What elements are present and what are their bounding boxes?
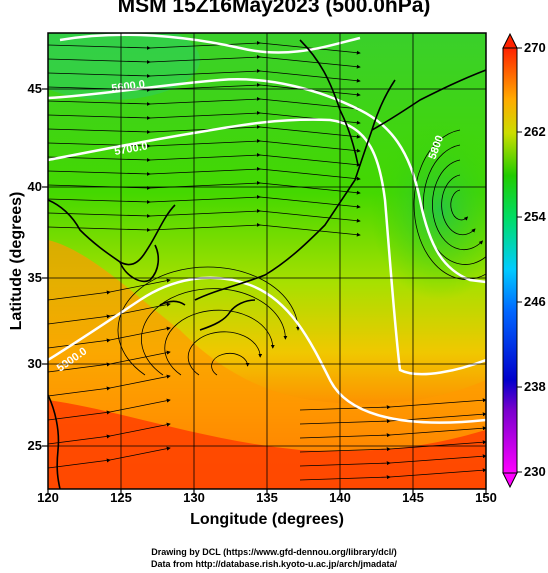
x-axis-label: Longitude (degrees) — [190, 511, 344, 528]
streamline — [48, 110, 361, 125]
streamline — [48, 398, 171, 421]
credit-drawing: Drawing by DCL (https://www.gfd-dennou.o… — [151, 547, 397, 557]
streamline — [299, 412, 486, 425]
streamline — [48, 302, 171, 325]
streamline — [48, 138, 361, 153]
cool-cell-2 — [48, 33, 200, 100]
credit-data: Data from http://database.rish.kyoto-u.a… — [150, 559, 398, 569]
y-axis-label: Latitude (degrees) — [8, 191, 25, 331]
y-tick-45: 45 — [27, 81, 42, 96]
contour-label-1: 5600.0 — [111, 78, 146, 95]
x-tick-145: 145 — [402, 490, 424, 505]
x-tick-150: 150 — [475, 490, 497, 505]
x-tick-135: 135 — [256, 490, 278, 505]
streamline — [48, 40, 361, 55]
chart-title: MSM 15Z16May2023 (500.0hPa) — [117, 0, 431, 17]
streamline — [299, 398, 486, 411]
streamline — [299, 454, 486, 467]
streamline — [48, 446, 171, 469]
x-tick-120: 120 — [37, 490, 59, 505]
contour-label-2: 5700.0 — [113, 140, 148, 158]
y-tick-40: 40 — [27, 179, 42, 194]
streamline — [48, 96, 361, 111]
colorbar-tick-246: 246 — [524, 294, 546, 309]
streamline — [299, 468, 486, 481]
y-tick-35: 35 — [27, 270, 42, 285]
y-tick-30: 30 — [27, 356, 42, 371]
y-tick-25: 25 — [27, 438, 42, 453]
streamline — [187, 331, 263, 376]
streamline — [211, 353, 250, 376]
streamline — [450, 189, 469, 221]
streamline — [48, 124, 361, 139]
x-tick-140: 140 — [329, 490, 351, 505]
streamline — [48, 374, 171, 397]
streamline — [48, 180, 361, 195]
streamline — [48, 68, 361, 83]
streamline — [48, 422, 171, 445]
x-tick-125: 125 — [110, 490, 132, 505]
cool-cell — [370, 120, 486, 300]
colorbar — [502, 32, 522, 489]
streamline — [48, 194, 361, 209]
streamline — [441, 174, 476, 236]
streamline — [48, 222, 361, 237]
colorbar-tick-230: 230 — [524, 464, 546, 479]
streamline — [48, 152, 361, 167]
colorbar-top-arrow — [502, 32, 518, 49]
streamline — [48, 166, 361, 181]
gridlines — [48, 33, 486, 489]
streamline — [141, 288, 288, 376]
colorbar-tick-270: 270 — [524, 40, 546, 55]
colorbar-tick-262: 262 — [524, 124, 546, 139]
streamline — [432, 159, 484, 251]
streamline — [48, 278, 171, 301]
colorbar-tick-238: 238 — [524, 379, 546, 394]
x-tick-130: 130 — [183, 490, 205, 505]
colorbar-bottom-arrow — [502, 472, 518, 489]
streamline — [299, 440, 486, 453]
hot-region — [48, 400, 486, 489]
streamline — [48, 54, 361, 69]
streamline — [299, 426, 486, 439]
colorbar-tick-254: 254 — [524, 209, 546, 224]
streamline — [48, 208, 361, 223]
streamline — [48, 326, 171, 349]
